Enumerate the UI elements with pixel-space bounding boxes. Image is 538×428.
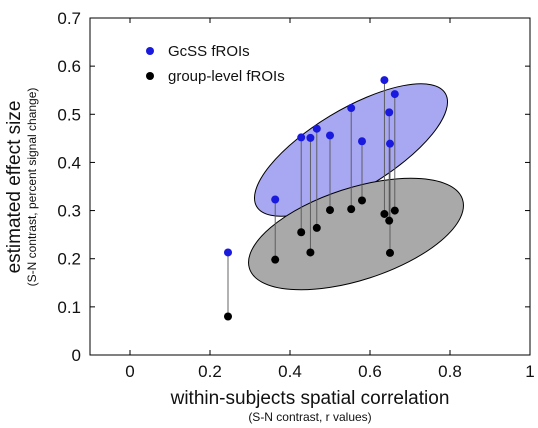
gcss-point bbox=[347, 104, 356, 113]
gcss-point bbox=[326, 131, 334, 140]
y-tick-label: 0.1 bbox=[57, 298, 81, 317]
legend-label-gcss: GcSS fROIs bbox=[168, 43, 250, 60]
x-axis-sublabel: (S-N contrast, r values) bbox=[248, 410, 371, 424]
y-tick-label: 0.3 bbox=[57, 202, 81, 221]
group-level-point bbox=[224, 312, 232, 321]
group-level-point bbox=[358, 196, 366, 205]
gcss-point bbox=[312, 124, 321, 133]
group-level-point bbox=[306, 248, 315, 257]
group-level-point bbox=[326, 206, 334, 215]
data-points bbox=[224, 76, 399, 321]
gcss-point bbox=[386, 139, 394, 148]
legend: GcSS fROIs group-level fROIs bbox=[146, 43, 285, 85]
gcss-point bbox=[306, 133, 315, 142]
group-level-point bbox=[347, 205, 356, 214]
gcss-point bbox=[385, 108, 394, 117]
connector-lines bbox=[227, 80, 396, 317]
gcss-point bbox=[297, 133, 306, 142]
legend-marker-gcss bbox=[146, 47, 154, 55]
y-axis-label: estimated effect size bbox=[4, 101, 25, 274]
legend-marker-group-level bbox=[146, 72, 154, 80]
x-tick-label: 0.6 bbox=[358, 362, 382, 381]
legend-label-group-level: group-level fROIs bbox=[168, 68, 285, 85]
x-tick-label: 0.4 bbox=[278, 362, 302, 381]
gcss-point bbox=[358, 137, 366, 146]
group-level-point bbox=[297, 228, 306, 237]
y-tick-label: 0.6 bbox=[57, 57, 81, 76]
gcss-point bbox=[224, 248, 232, 257]
x-tick-label: 0 bbox=[125, 362, 134, 381]
plot-area-frame bbox=[89, 17, 531, 356]
y-tick-label: 0.7 bbox=[57, 9, 81, 28]
y-tick-label: 0.5 bbox=[57, 105, 81, 124]
y-tick-label: 0.2 bbox=[57, 250, 81, 269]
group-level-point bbox=[385, 216, 394, 225]
gcss-point bbox=[390, 90, 399, 99]
x-tick-label: 0.2 bbox=[198, 362, 222, 381]
group-level-point bbox=[312, 223, 321, 232]
axis-ticks: 0 0.2 0.4 0.6 0.8 1 0 0.1 0.2 0.3 0.4 0.5 0.6 0.7 bbox=[57, 9, 534, 381]
y-tick-label: 0 bbox=[72, 346, 81, 365]
y-tick-label: 0.4 bbox=[57, 153, 81, 172]
group-level-point bbox=[386, 248, 394, 257]
y-axis-sublabel: (S-N contrast, percent signal change) bbox=[25, 88, 39, 287]
group-level-point bbox=[380, 209, 389, 218]
group-level-point bbox=[271, 255, 280, 264]
x-axis-label: within-subjects spatial correlation bbox=[170, 388, 450, 409]
x-tick-label: 1 bbox=[525, 362, 534, 381]
gcss-point bbox=[380, 76, 389, 85]
gcss-point bbox=[271, 195, 280, 204]
x-tick-label: 0.8 bbox=[438, 362, 462, 381]
group-level-cluster-ellipse bbox=[248, 177, 464, 291]
group-level-point bbox=[390, 206, 399, 215]
